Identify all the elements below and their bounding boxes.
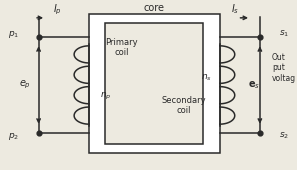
Text: $s_1$: $s_1$ bbox=[279, 29, 289, 39]
Text: $I_s$: $I_s$ bbox=[230, 2, 239, 16]
Point bbox=[36, 132, 41, 135]
Bar bbox=[105, 23, 203, 144]
Text: Out
put
voltag: Out put voltag bbox=[272, 53, 296, 83]
Text: $\mathbf{e}_s$: $\mathbf{e}_s$ bbox=[248, 79, 260, 91]
Text: $I_p$: $I_p$ bbox=[53, 2, 62, 16]
Text: $p_2$: $p_2$ bbox=[8, 131, 19, 141]
Bar bbox=[89, 14, 220, 153]
Text: core: core bbox=[144, 3, 165, 13]
Text: $n_p$: $n_p$ bbox=[100, 91, 111, 103]
Point bbox=[36, 35, 41, 38]
Text: Secondary
coil: Secondary coil bbox=[162, 96, 206, 115]
Point bbox=[257, 35, 262, 38]
Text: $n_s$: $n_s$ bbox=[201, 73, 212, 83]
Text: $p_1$: $p_1$ bbox=[8, 29, 19, 39]
Text: Primary
coil: Primary coil bbox=[105, 38, 138, 57]
Text: $e_p$: $e_p$ bbox=[19, 79, 31, 91]
Text: $s_2$: $s_2$ bbox=[279, 131, 289, 141]
Point bbox=[257, 132, 262, 135]
